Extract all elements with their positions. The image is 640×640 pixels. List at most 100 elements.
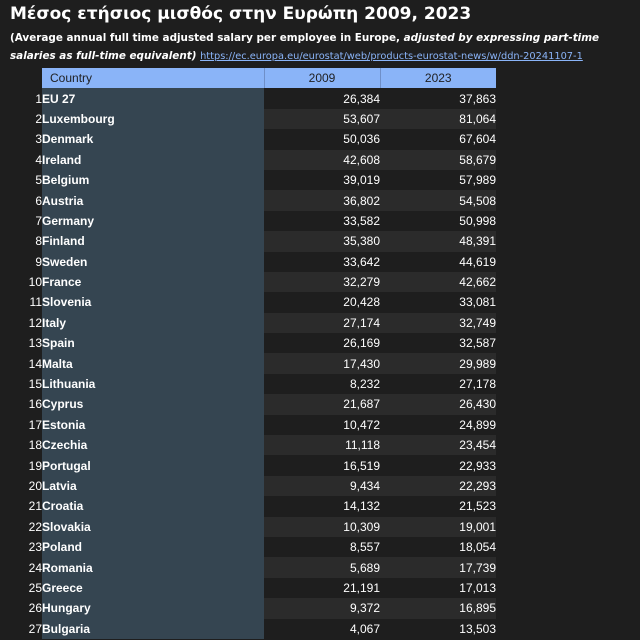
row-number[interactable]: 26 [0, 598, 42, 619]
value-2009-cell[interactable]: 5,689 [264, 557, 380, 578]
row-number[interactable]: 3 [0, 129, 42, 150]
value-2023-cell[interactable]: 22,293 [380, 475, 496, 497]
value-2023-cell[interactable]: 16,895 [380, 598, 496, 619]
value-2023-cell[interactable]: 13,503 [380, 618, 496, 639]
row-number[interactable]: 20 [0, 475, 42, 497]
value-2023-cell[interactable]: 26,430 [380, 394, 496, 415]
value-2009-cell[interactable]: 36,802 [264, 190, 380, 211]
value-2009-cell[interactable]: 35,380 [264, 231, 380, 252]
country-cell[interactable]: Greece [42, 577, 264, 599]
row-number[interactable]: 22 [0, 516, 42, 537]
row-number[interactable]: 25 [0, 577, 42, 599]
country-cell[interactable]: Lithuania [42, 373, 264, 395]
value-2009-cell[interactable]: 4,067 [264, 618, 380, 639]
value-2009-cell[interactable]: 39,019 [264, 169, 380, 191]
country-cell[interactable]: Spain [42, 333, 264, 354]
value-2009-cell[interactable]: 16,519 [264, 455, 380, 476]
value-2009-cell[interactable]: 26,384 [264, 88, 380, 109]
value-2023-cell[interactable]: 67,604 [380, 129, 496, 150]
value-2009-cell[interactable]: 50,036 [264, 129, 380, 150]
value-2023-cell[interactable]: 32,749 [380, 312, 496, 334]
row-number[interactable]: 21 [0, 496, 42, 517]
country-cell[interactable]: Ireland [42, 149, 264, 170]
country-cell[interactable]: Germany [42, 210, 264, 232]
value-2023-cell[interactable]: 54,508 [380, 190, 496, 211]
country-cell[interactable]: Poland [42, 536, 264, 558]
value-2009-cell[interactable]: 10,309 [264, 516, 380, 537]
value-2009-cell[interactable]: 21,687 [264, 394, 380, 415]
value-2023-cell[interactable]: 29,989 [380, 353, 496, 374]
value-2009-cell[interactable]: 14,132 [264, 496, 380, 517]
country-cell[interactable]: Cyprus [42, 394, 264, 415]
row-number[interactable]: 15 [0, 373, 42, 395]
country-cell[interactable]: France [42, 271, 264, 293]
country-cell[interactable]: Austria [42, 190, 264, 211]
value-2023-cell[interactable]: 23,454 [380, 435, 496, 456]
value-2009-cell[interactable]: 8,557 [264, 536, 380, 558]
value-2023-cell[interactable]: 44,619 [380, 251, 496, 272]
row-number[interactable]: 23 [0, 536, 42, 558]
value-2023-cell[interactable]: 58,679 [380, 149, 496, 170]
country-cell[interactable]: EU 27 [42, 88, 264, 109]
row-number[interactable]: 1 [0, 88, 42, 109]
source-link[interactable]: https://ec.europa.eu/eurostat/web/produc… [200, 51, 583, 62]
row-number[interactable]: 9 [0, 251, 42, 272]
country-cell[interactable]: Romania [42, 557, 264, 578]
value-2009-cell[interactable]: 10,472 [264, 414, 380, 436]
value-2009-cell[interactable]: 33,582 [264, 210, 380, 232]
row-number[interactable]: 24 [0, 557, 42, 578]
value-2009-cell[interactable]: 8,232 [264, 373, 380, 395]
country-cell[interactable]: Belgium [42, 169, 264, 191]
row-number[interactable]: 14 [0, 353, 42, 374]
value-2023-cell[interactable]: 50,998 [380, 210, 496, 232]
country-cell[interactable]: Hungary [42, 598, 264, 619]
row-number[interactable]: 11 [0, 292, 42, 313]
country-cell[interactable]: Sweden [42, 251, 264, 272]
value-2009-cell[interactable]: 17,430 [264, 353, 380, 374]
country-cell[interactable]: Portugal [42, 455, 264, 476]
value-2023-cell[interactable]: 37,863 [380, 88, 496, 109]
value-2009-cell[interactable]: 32,279 [264, 271, 380, 293]
row-number[interactable]: 13 [0, 333, 42, 354]
value-2023-cell[interactable]: 18,054 [380, 536, 496, 558]
row-number[interactable]: 16 [0, 394, 42, 415]
row-number[interactable]: 5 [0, 169, 42, 191]
value-2009-cell[interactable]: 53,607 [264, 108, 380, 130]
value-2023-cell[interactable]: 17,739 [380, 557, 496, 578]
row-number[interactable]: 27 [0, 618, 42, 639]
value-2009-cell[interactable]: 42,608 [264, 149, 380, 170]
country-cell[interactable]: Czechia [42, 435, 264, 456]
value-2009-cell[interactable]: 9,372 [264, 598, 380, 619]
value-2023-cell[interactable]: 21,523 [380, 496, 496, 517]
country-cell[interactable]: Slovenia [42, 292, 264, 313]
country-cell[interactable]: Malta [42, 353, 264, 374]
value-2009-cell[interactable]: 9,434 [264, 475, 380, 497]
value-2023-cell[interactable]: 42,662 [380, 271, 496, 293]
value-2023-cell[interactable]: 32,587 [380, 333, 496, 354]
country-cell[interactable]: Denmark [42, 129, 264, 150]
year-2009-column-header[interactable]: 2009 [263, 68, 380, 89]
value-2023-cell[interactable]: 24,899 [380, 414, 496, 436]
value-2023-cell[interactable]: 57,989 [380, 169, 496, 191]
value-2009-cell[interactable]: 21,191 [264, 577, 380, 599]
value-2023-cell[interactable]: 27,178 [380, 373, 496, 395]
value-2009-cell[interactable]: 33,642 [264, 251, 380, 272]
row-number[interactable]: 7 [0, 210, 42, 232]
value-2009-cell[interactable]: 11,118 [264, 435, 380, 456]
country-cell[interactable]: Finland [42, 231, 264, 252]
value-2023-cell[interactable]: 17,013 [380, 577, 496, 599]
value-2023-cell[interactable]: 48,391 [380, 231, 496, 252]
value-2009-cell[interactable]: 27,174 [264, 312, 380, 334]
country-cell[interactable]: Estonia [42, 414, 264, 436]
row-number[interactable]: 10 [0, 271, 42, 293]
country-cell[interactable]: Latvia [42, 475, 264, 497]
country-cell[interactable]: Italy [42, 312, 264, 334]
country-cell[interactable]: Bulgaria [42, 618, 264, 639]
value-2009-cell[interactable]: 26,169 [264, 333, 380, 354]
value-2009-cell[interactable]: 20,428 [264, 292, 380, 313]
value-2023-cell[interactable]: 81,064 [380, 108, 496, 130]
row-number[interactable]: 19 [0, 455, 42, 476]
row-number[interactable]: 2 [0, 108, 42, 130]
row-number[interactable]: 12 [0, 312, 42, 334]
row-number[interactable]: 8 [0, 231, 42, 252]
